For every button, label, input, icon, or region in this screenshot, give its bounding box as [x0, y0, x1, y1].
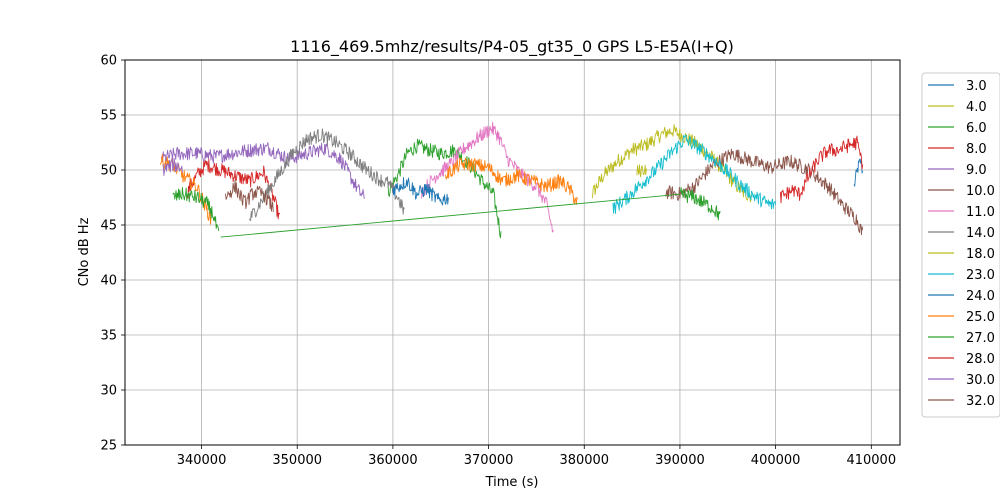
- series-line: [160, 142, 365, 199]
- y-tick-label: 30: [100, 384, 117, 399]
- x-tick-label: 350000: [272, 453, 322, 468]
- legend-frame: [921, 72, 1000, 418]
- legend-label: 9.0: [966, 163, 987, 178]
- axis-ticks: 340000 350000 360000 370000 380000 390000 4000…: [100, 54, 896, 469]
- y-tick-label: 40: [100, 274, 117, 289]
- legend-label: 32.0: [966, 394, 995, 409]
- legend-label: 30.0: [966, 373, 995, 388]
- y-axis-title: CNo dB Hz: [77, 217, 92, 286]
- legend-label: 24.0: [966, 289, 995, 304]
- legend-label: 10.0: [966, 184, 995, 199]
- series-line: [387, 138, 502, 239]
- series-line: [162, 157, 183, 176]
- series-line: [220, 193, 680, 238]
- x-tick-label: 410000: [846, 453, 896, 468]
- y-tick-label: 35: [100, 329, 117, 344]
- series-line: [172, 186, 220, 232]
- legend-label: 27.0: [966, 331, 995, 346]
- chart-title: 1116_469.5mhz/results/P4-05_gt35_0 GPS L…: [290, 37, 734, 57]
- series-line: [248, 128, 405, 222]
- series-line: [445, 157, 578, 205]
- series-line: [612, 134, 777, 214]
- x-tick-label: 360000: [368, 453, 418, 468]
- series-line: [225, 179, 274, 212]
- legend-label: 14.0: [966, 226, 995, 241]
- legend-label: 28.0: [966, 352, 995, 367]
- legend-label: 18.0: [966, 247, 995, 262]
- legend-label: 25.0: [966, 310, 995, 325]
- series-line: [392, 177, 449, 206]
- x-tick-label: 340000: [177, 453, 227, 468]
- x-tick-label: 370000: [464, 453, 514, 468]
- series-line: [853, 158, 864, 187]
- y-tick-label: 60: [100, 54, 117, 69]
- legend-label: 6.0: [966, 121, 987, 136]
- grid: [125, 59, 900, 446]
- legend: 3.0 4.0 6.0 8.0 9.0 10.0 11.0 14.0 18.0 23.0 24.0 2…: [921, 72, 1000, 418]
- series-line: [636, 164, 647, 178]
- legend-label: 4.0: [966, 100, 987, 115]
- y-tick-label: 50: [100, 164, 117, 179]
- legend-label: 11.0: [966, 205, 995, 220]
- x-tick-label: 380000: [559, 453, 609, 468]
- x-tick-label: 400000: [751, 453, 801, 468]
- x-axis-title: Time (s): [485, 475, 539, 490]
- series-line: [679, 187, 721, 221]
- x-tick-label: 390000: [655, 453, 705, 468]
- y-tick-label: 25: [100, 439, 117, 454]
- series-layer: [159, 121, 864, 239]
- series-line: [779, 135, 864, 204]
- legend-label: 8.0: [966, 142, 987, 157]
- series-line: [186, 158, 281, 220]
- y-tick-label: 55: [100, 109, 117, 124]
- plot-area-frame: [124, 59, 901, 446]
- series-line: [665, 148, 864, 236]
- y-tick-label: 45: [100, 219, 117, 234]
- legend-label: 23.0: [966, 268, 995, 283]
- legend-label: 3.0: [966, 79, 987, 94]
